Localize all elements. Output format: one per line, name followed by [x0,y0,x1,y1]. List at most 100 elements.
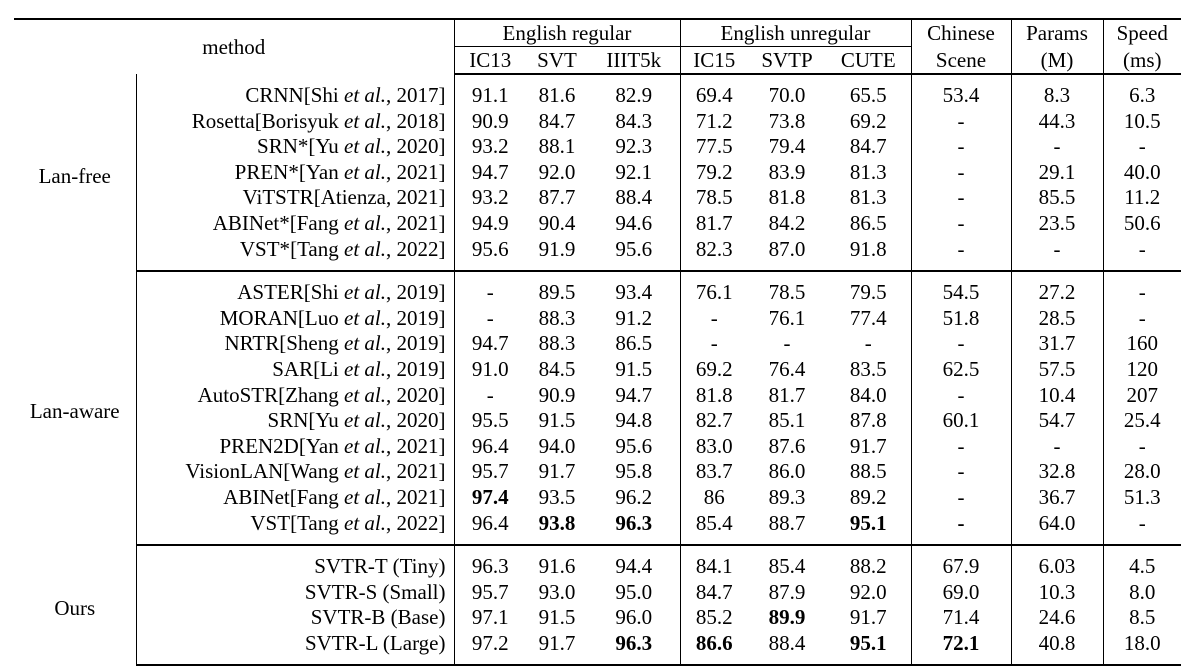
cell-iiit5k: 96.2 [588,484,681,511]
table-row: SRN[Yu et al., 2020] 95.5 91.5 94.8 82.7 85.1… [14,408,1181,434]
cell-ic13: 91.0 [471,356,509,381]
method-name: CRNN [245,82,304,107]
table-row: SVTR-L (Large) 97.2 91.7 96.3 86.6 88.4 95.1 72… [14,630,1181,667]
cell-ic13: 93.2 [471,134,509,159]
cell-iiit5k: 95.6 [588,433,681,460]
cell-ic13: 97.2 [454,630,526,667]
method-name: VisionLAN [185,459,284,484]
citation-year: 2021 [396,159,439,184]
section-label: Ours [14,545,137,666]
cell-speed: 40.0 [1123,159,1161,184]
cell-ic15: 81.8 [695,382,733,407]
cell-params: 27.2 [1011,271,1104,306]
table-row: VST*[Tang et al., 2022] 95.6 91.9 95.6 82.3 8… [14,236,1181,273]
cell-params: 54.7 [1011,408,1104,434]
cell-ic13: 97.1 [471,605,509,630]
cell-chinese: - [911,484,1012,511]
cell-chinese: 53.4 [911,74,1012,109]
method-name: SRN* [257,134,309,159]
cell-svt: 91.7 [538,459,576,484]
citation-author: Zhang [285,382,339,407]
cell-params: - [1011,236,1104,273]
cell-ic15: 86 [703,484,725,509]
table-row: SVTR-S (Small) 95.7 93.0 95.0 84.7 87.9 92.0 69… [14,579,1181,606]
method-cell: SVTR-T (Tiny) [136,545,455,580]
method-cell: ASTER[Shi et al., 2019] [136,271,455,306]
col-ic15-header: IC15 [680,46,748,75]
citation-etal: et al. [344,408,386,433]
method-name: AutoSTR [197,382,279,407]
citation-etal: et al. [344,510,386,535]
cell-svt: 87.7 [538,185,576,210]
citation-year: 2018 [396,108,439,133]
method-name: NRTR [224,331,280,356]
cell-chinese: - [911,134,1012,160]
cell-cute: 88.2 [826,545,912,580]
citation-etal: et al. [344,356,386,381]
citation-author: Yan [305,433,339,458]
cell-cute: 88.5 [826,459,912,485]
method-name: SAR [272,356,314,381]
cell-cute: 91.8 [826,236,912,273]
citation-etal: et al. [344,210,386,235]
citation-year: 2017 [396,82,439,107]
cell-cute: 95.1 [826,630,912,667]
cell-ic13: 95.5 [471,408,509,433]
cell-ic13: 94.7 [471,159,509,184]
cell-speed: 50.6 [1123,210,1161,235]
cell-svtp: 87.0 [748,236,826,273]
cell-svt: 88.1 [538,134,576,159]
cell-svtp: 87.9 [768,579,806,604]
cell-ic13: 97.4 [471,484,509,509]
cell-cute: 83.5 [826,356,912,383]
citation-etal: et al. [344,134,386,159]
cell-ic15: 69.4 [695,83,733,107]
method-name: ViTSTR [242,185,314,210]
citation-etal: et al. [344,331,386,356]
citation-etal: et al. [344,382,386,407]
citation-author: Fang [296,210,339,235]
cell-params: 57.5 [1011,356,1104,383]
cell-ic15: 76.1 [695,280,733,305]
citation-year: 2021 [396,459,439,484]
cell-params: 6.03 [1011,545,1104,580]
chinese-header-line1: Chinese [911,19,1012,47]
table-row: Lan-free CRNN[Shi et al., 2017] 91.1 81.6 82… [14,74,1181,272]
cell-cute: 81.3 [826,159,912,186]
cell-chinese: 67.9 [911,545,1012,580]
col-cute-header: CUTE [826,46,912,75]
cell-params: 85.5 [1011,185,1104,211]
cell-cute: - [826,331,912,357]
method-name: MORAN [219,305,298,330]
citation-year: 2019 [396,280,439,305]
cell-speed: - [1103,236,1181,273]
cell-params: 32.8 [1011,459,1104,485]
method-cell: MORAN[Luo et al., 2019] [136,305,455,332]
cell-params: 40.8 [1011,630,1104,667]
cell-ic13: - [486,305,494,330]
citation-etal: et al. [344,305,386,330]
cell-ic13: 95.6 [454,236,526,273]
cell-params: 44.3 [1011,108,1104,135]
speed-header-line2: (ms) [1103,46,1181,75]
cell-iiit5k: 88.4 [588,185,681,211]
table-row: ViTSTR[Atienza, 2021] 93.2 87.7 88.4 78.5 81.… [14,185,1181,211]
cell-ic15: 86.6 [680,630,748,667]
method-cell: PREN2D[Yan et al., 2021] [136,433,455,460]
citation-year: 2022 [396,510,439,535]
method-cell: VisionLAN[Wang et al., 2021] [136,459,455,485]
cell-svt: 93.8 [526,510,588,547]
cell-speed: 10.5 [1123,108,1161,133]
citation-year: 2019 [396,331,439,356]
citation-author: Li [320,356,339,381]
cell-ic15: 84.7 [695,579,733,604]
results-body: Lan-free CRNN[Shi et al., 2017] 91.1 81.6 82… [14,74,1181,667]
citation-etal: et al. [344,82,386,107]
cell-cute: 86.5 [826,210,912,237]
cell-cute: 69.2 [826,108,912,135]
cell-iiit5k: 94.7 [588,382,681,409]
citation-author: Wang [290,459,339,484]
citation-year: 2020 [396,408,439,433]
cell-svtp: 84.2 [768,210,806,235]
cell-ic13: 96.4 [471,433,509,458]
